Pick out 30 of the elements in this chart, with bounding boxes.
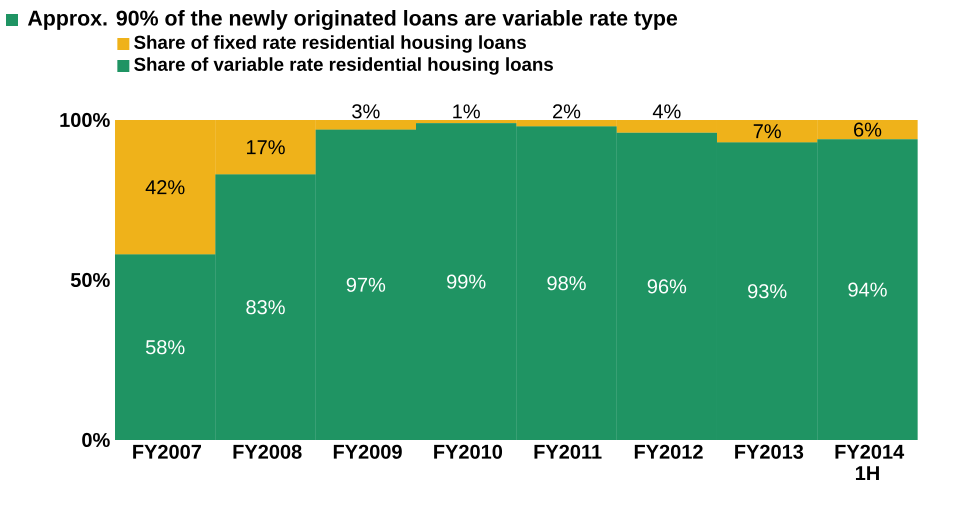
- data-label: 58%: [146, 340, 184, 354]
- y-tick-label: 0%: [82, 432, 110, 448]
- x-tick-label: FY2011: [534, 444, 602, 459]
- legend-label: Share of variable rate residential housing loans: [134, 57, 553, 75]
- x-tick-label: FY2014 1H: [835, 444, 904, 480]
- y-tick-label: 50%: [70, 272, 110, 288]
- x-tick-label: FY2007: [133, 444, 202, 459]
- data-label: 98%: [547, 276, 586, 290]
- data-label: 93%: [748, 284, 786, 298]
- data-label: 83%: [246, 300, 285, 314]
- chart-title: Approx. 90% of the newly originated loans are variable rate type: [28, 10, 678, 30]
- data-label: 2%: [553, 104, 580, 118]
- x-tick-label: FY2010: [434, 444, 502, 459]
- data-label: 4%: [652, 104, 681, 118]
- data-label: 17%: [247, 140, 285, 154]
- legend-label: Share of fixed rate residential housing loans: [134, 35, 526, 53]
- x-tick-label: FY2008: [234, 444, 302, 459]
- y-tick-label: 100%: [60, 112, 110, 128]
- data-label: 97%: [346, 278, 386, 292]
- data-label: 7%: [754, 124, 781, 138]
- data-label: 3%: [352, 104, 380, 118]
- x-tick-label: FY2012: [634, 444, 703, 459]
- data-label: 94%: [848, 282, 887, 297]
- data-label: 99%: [447, 274, 486, 289]
- data-label: 1%: [453, 104, 480, 118]
- data-label: 6%: [854, 122, 882, 137]
- x-tick-label: FY2013: [735, 444, 804, 459]
- data-label: 96%: [648, 279, 686, 294]
- data-label: 42%: [146, 180, 184, 194]
- x-tick-label: FY2009: [334, 444, 402, 459]
